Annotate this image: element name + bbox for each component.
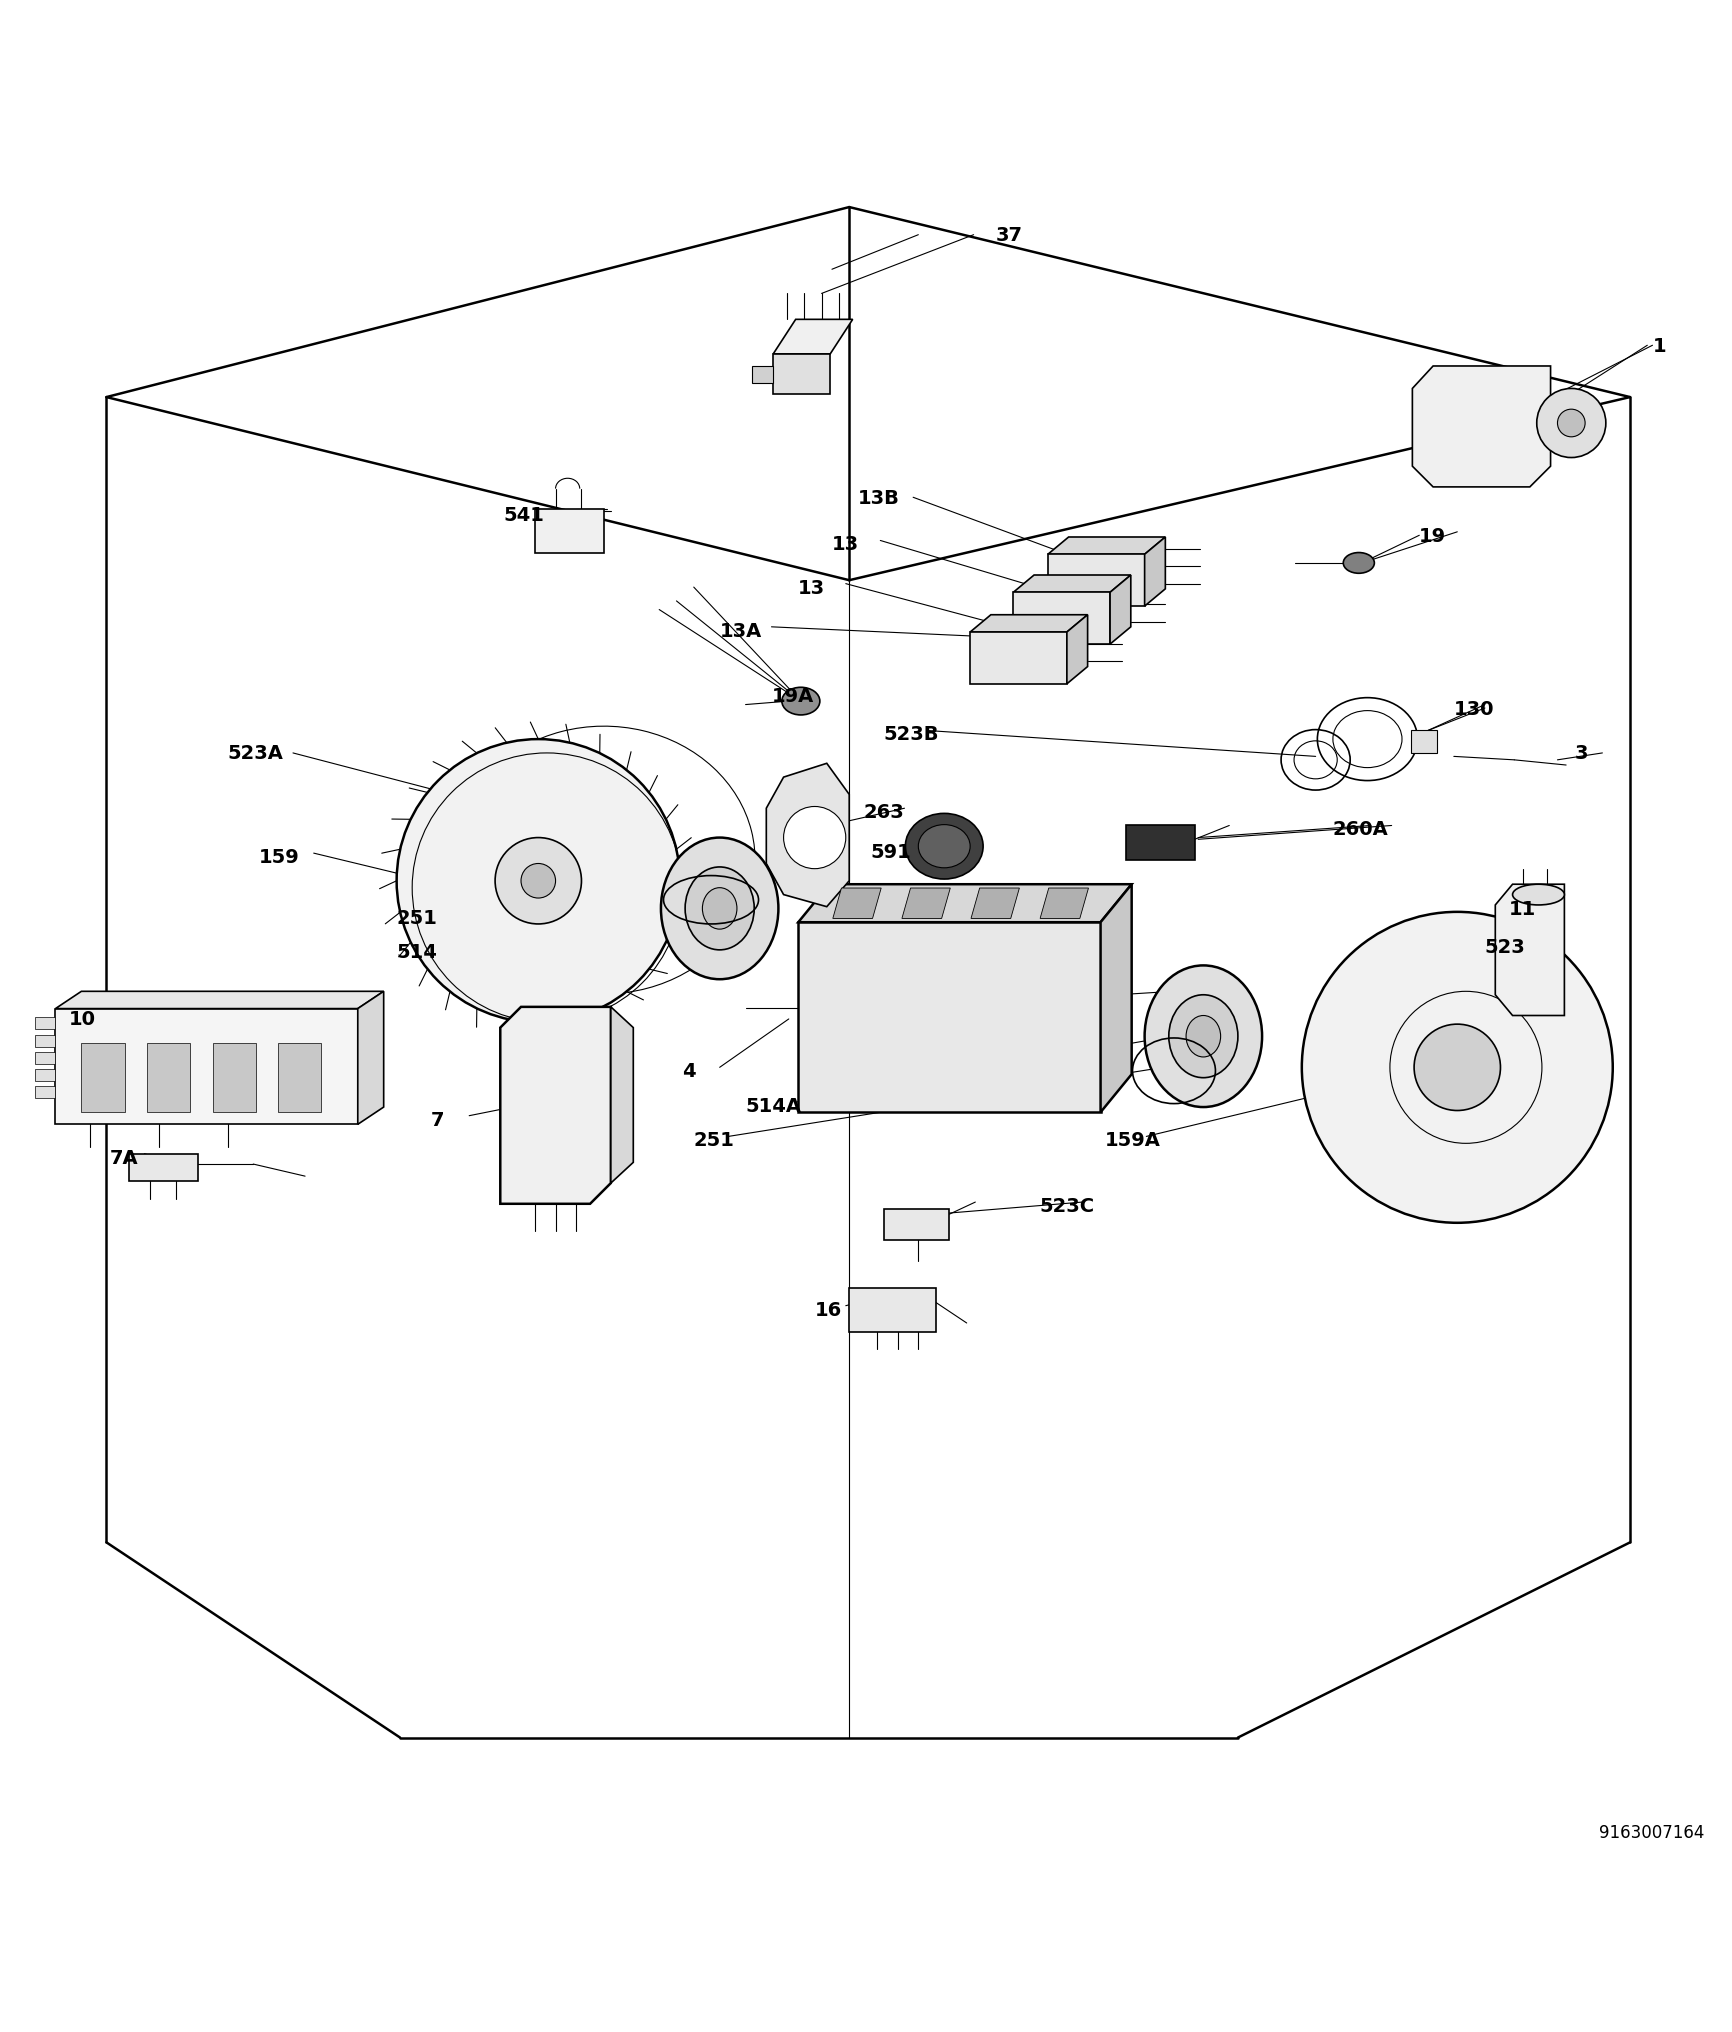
Polygon shape [970, 632, 1067, 685]
Bar [213, 1044, 256, 1114]
Bar [35, 1053, 55, 1065]
Polygon shape [970, 616, 1088, 632]
Polygon shape [833, 888, 880, 918]
Polygon shape [901, 888, 949, 918]
Bar [128, 1154, 197, 1183]
Ellipse shape [660, 837, 778, 979]
Text: 251: 251 [693, 1132, 734, 1150]
Polygon shape [1039, 888, 1088, 918]
Circle shape [495, 837, 582, 925]
Circle shape [783, 807, 845, 870]
Text: 13A: 13A [719, 622, 762, 640]
Bar [147, 1044, 191, 1114]
Text: 251: 251 [397, 908, 436, 927]
Text: 130: 130 [1453, 699, 1493, 717]
Text: 13: 13 [831, 534, 859, 555]
Text: 541: 541 [504, 506, 544, 524]
Text: 13: 13 [797, 579, 824, 597]
Text: 260A: 260A [1332, 821, 1387, 839]
Bar [535, 510, 603, 553]
Ellipse shape [701, 888, 736, 931]
Circle shape [1536, 390, 1606, 459]
Text: 37: 37 [996, 226, 1022, 246]
Polygon shape [1412, 368, 1550, 488]
Text: 11: 11 [1509, 900, 1536, 918]
Text: 523: 523 [1484, 937, 1524, 957]
Text: 9163007164: 9163007164 [1599, 1823, 1703, 1841]
Circle shape [397, 740, 679, 1022]
Polygon shape [501, 1008, 610, 1205]
Text: 159: 159 [258, 847, 300, 868]
Circle shape [1557, 410, 1585, 437]
Text: 514A: 514A [745, 1097, 802, 1116]
Text: 19A: 19A [771, 687, 814, 705]
Bar [279, 1044, 322, 1114]
Bar [35, 1018, 55, 1030]
Polygon shape [1126, 827, 1193, 862]
Circle shape [1413, 1024, 1500, 1112]
Polygon shape [1013, 575, 1131, 593]
Text: 523C: 523C [1039, 1197, 1093, 1215]
Text: 523B: 523B [883, 725, 939, 744]
Polygon shape [798, 923, 1100, 1114]
Bar [849, 1288, 935, 1331]
Polygon shape [1048, 538, 1164, 555]
Text: 13B: 13B [857, 488, 899, 508]
Polygon shape [1495, 884, 1564, 1016]
Polygon shape [1110, 575, 1131, 644]
Bar [35, 1069, 55, 1081]
Ellipse shape [918, 825, 970, 868]
Polygon shape [970, 888, 1018, 918]
Text: 263: 263 [863, 803, 904, 821]
Ellipse shape [1512, 884, 1564, 906]
Polygon shape [1410, 732, 1436, 754]
Polygon shape [1013, 593, 1110, 644]
Text: 7A: 7A [109, 1148, 139, 1166]
Circle shape [1301, 912, 1612, 1223]
Polygon shape [752, 368, 772, 384]
Bar [81, 1044, 125, 1114]
Polygon shape [1048, 555, 1143, 608]
Text: 514: 514 [397, 943, 436, 961]
Text: 523A: 523A [227, 744, 282, 764]
Ellipse shape [904, 815, 982, 880]
Text: 159A: 159A [1105, 1132, 1160, 1150]
Polygon shape [1100, 884, 1131, 1114]
Text: 591: 591 [869, 843, 911, 862]
Text: 19: 19 [1419, 526, 1446, 545]
Ellipse shape [684, 868, 753, 951]
Ellipse shape [781, 689, 819, 715]
Ellipse shape [1143, 965, 1261, 1107]
Circle shape [521, 864, 556, 898]
Text: 1: 1 [1652, 337, 1664, 356]
Ellipse shape [1342, 553, 1373, 573]
Text: 10: 10 [68, 1010, 95, 1028]
Text: 7: 7 [431, 1109, 445, 1130]
Polygon shape [357, 992, 383, 1126]
Bar [35, 1087, 55, 1099]
Ellipse shape [1167, 996, 1237, 1079]
Polygon shape [772, 356, 830, 394]
Polygon shape [798, 884, 1131, 923]
Polygon shape [55, 1010, 357, 1126]
Text: 3: 3 [1574, 744, 1587, 764]
Polygon shape [766, 764, 849, 906]
Polygon shape [772, 321, 852, 356]
Bar [883, 1209, 949, 1240]
Polygon shape [55, 992, 383, 1010]
Text: 4: 4 [681, 1063, 695, 1081]
Polygon shape [1143, 538, 1164, 608]
Polygon shape [610, 1008, 632, 1183]
Text: 16: 16 [814, 1300, 842, 1319]
Ellipse shape [1185, 1016, 1219, 1057]
Polygon shape [1067, 616, 1088, 685]
Bar [35, 1034, 55, 1046]
